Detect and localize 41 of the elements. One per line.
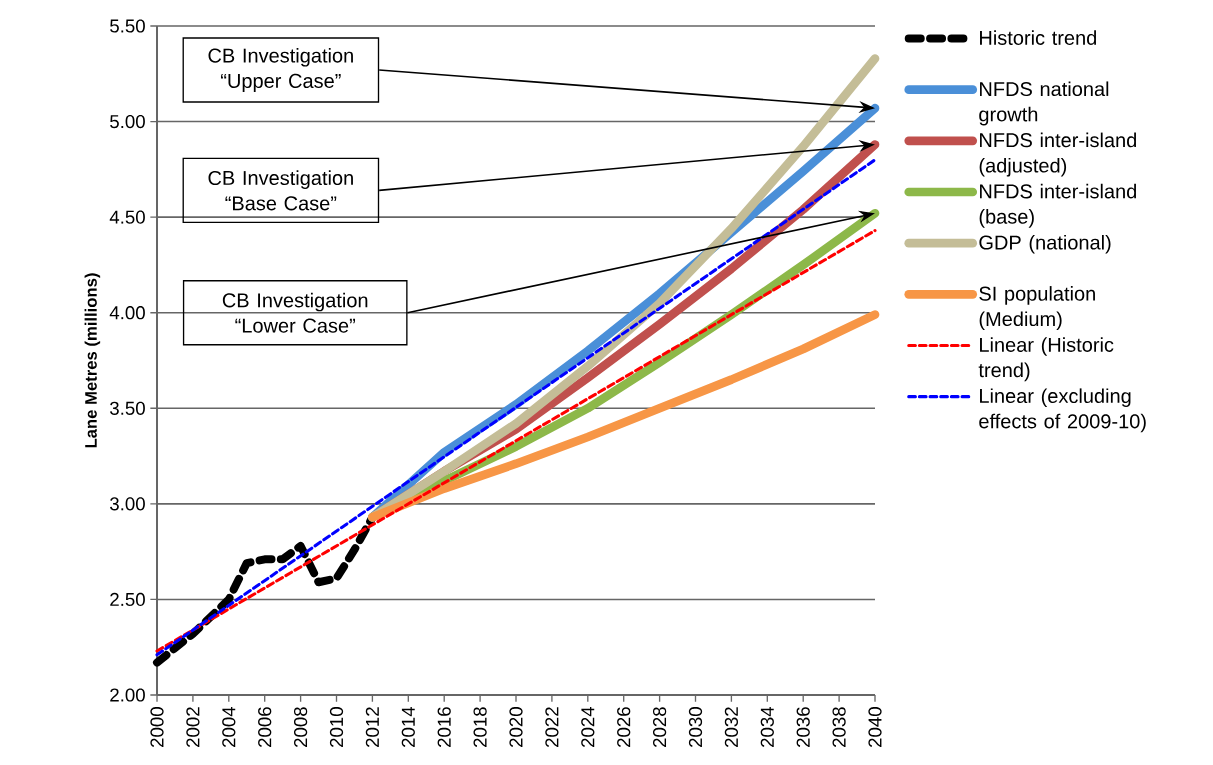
x-tick-label: 2024 xyxy=(581,706,595,747)
y-tick-label: 2.50 xyxy=(110,592,145,607)
x-tick-label: 2010 xyxy=(329,707,344,747)
y-tick-label: 3.50 xyxy=(110,401,145,415)
x-tick-label: 2034 xyxy=(760,706,774,747)
x-tick-label: 2036 xyxy=(796,707,810,747)
x-tick-label: 2022 xyxy=(545,707,559,747)
y-tick-label: 4.00 xyxy=(109,306,145,320)
legend-label: SI population (Medium) xyxy=(979,286,1095,331)
x-tick-label: 2030 xyxy=(688,707,703,747)
legend-label: Linear (Historic trend) xyxy=(978,337,1114,382)
annotation: CB Investigation “Base Case” xyxy=(208,170,353,211)
annotation: CB Investigation “Lower Case” xyxy=(222,292,368,333)
y-tick-label: 2.00 xyxy=(110,688,145,702)
x-tick-label: 2038 xyxy=(832,707,846,747)
x-tick-label: 2004 xyxy=(222,706,236,747)
y-tick-label: 3.00 xyxy=(110,497,145,511)
y-tick-label: 5.50 xyxy=(110,19,145,33)
x-tick-label: 2040 xyxy=(868,707,882,747)
x-tick-label: 2026 xyxy=(617,707,631,747)
x-tick-label: 2012 xyxy=(365,707,380,747)
legend-label: Linear (excluding effects of 2009-10) xyxy=(979,388,1146,433)
x-tick-label: 2020 xyxy=(509,707,523,747)
x-tick-label: 2032 xyxy=(724,707,739,747)
legend-label: NFDS inter-island (base) xyxy=(979,183,1137,228)
annotation: CB Investigation “Upper Case” xyxy=(208,47,353,92)
legend-label: NFDS national growth xyxy=(979,81,1109,126)
x-tick-label: 2006 xyxy=(258,707,272,747)
y-tick-label: 4.50 xyxy=(109,210,145,224)
y-tick-label: 5.00 xyxy=(110,114,145,129)
x-tick-label: 2016 xyxy=(437,707,451,747)
legend-label: Historic trend xyxy=(980,30,1097,45)
y-axis-title: Lane Metres (millions) xyxy=(84,273,101,448)
x-tick-label: 2018 xyxy=(473,707,487,747)
x-tick-label: 2014 xyxy=(401,706,415,747)
x-tick-label: 2028 xyxy=(652,707,667,747)
legend-label: NFDS inter-island (adjusted) xyxy=(979,132,1137,177)
x-tick-label: 2000 xyxy=(150,707,164,747)
legend-label: GDP (national) xyxy=(979,234,1111,254)
x-tick-label: 2008 xyxy=(293,707,308,747)
x-tick-label: 2002 xyxy=(186,707,200,747)
